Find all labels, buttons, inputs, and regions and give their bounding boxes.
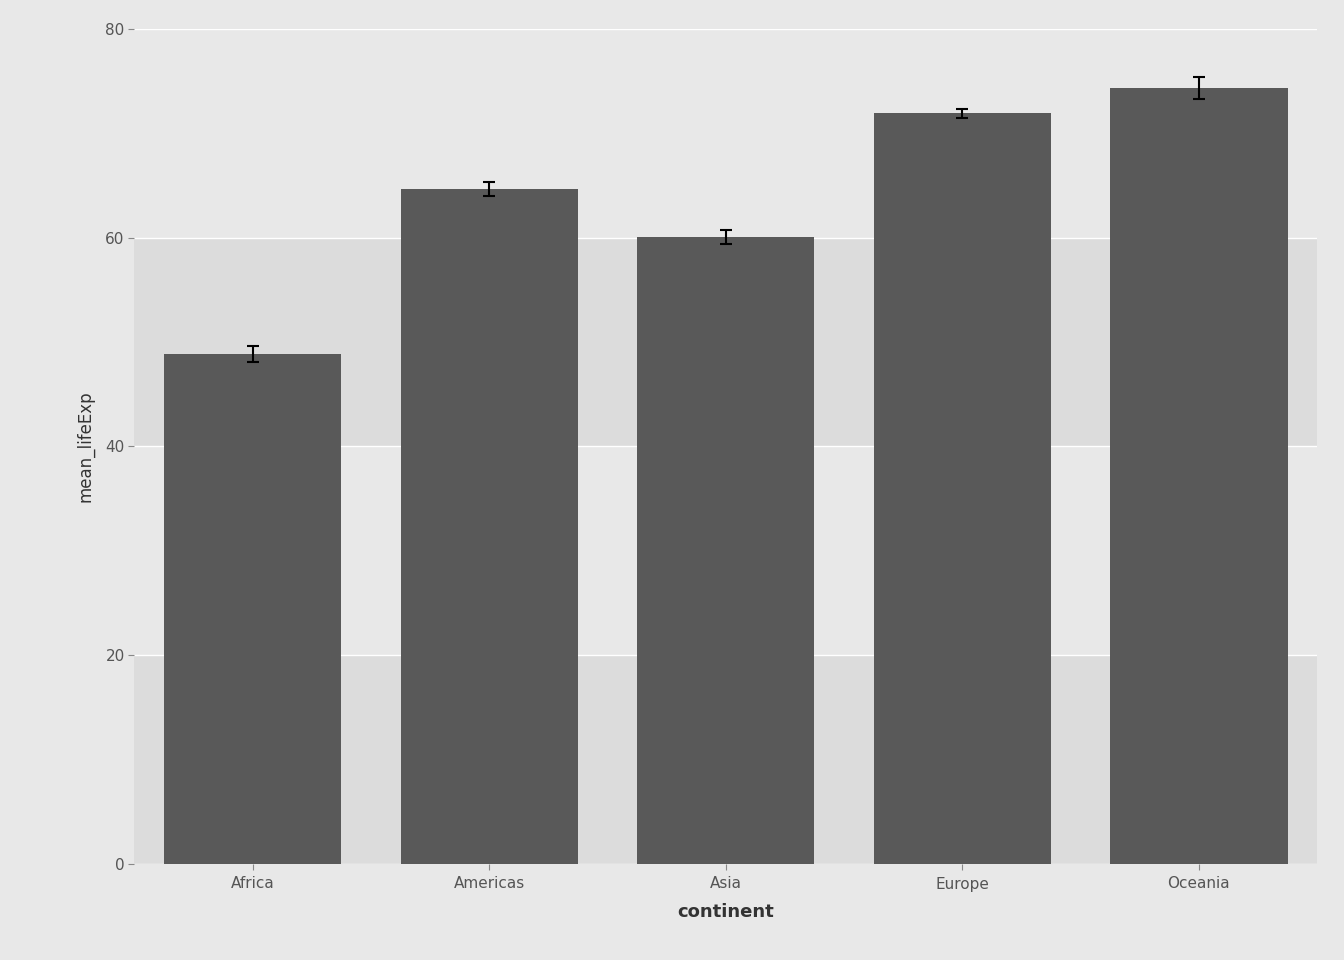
Bar [134,656,1317,864]
Bar [164,354,341,864]
Bar [134,29,1317,238]
Bar [1110,88,1288,864]
Bar [637,237,814,864]
X-axis label: continent: continent [677,902,774,921]
Bar [401,189,578,864]
Bar [874,113,1051,864]
Bar [134,238,1317,446]
Y-axis label: mean_lifeExp: mean_lifeExp [75,391,94,502]
Bar [134,446,1317,656]
